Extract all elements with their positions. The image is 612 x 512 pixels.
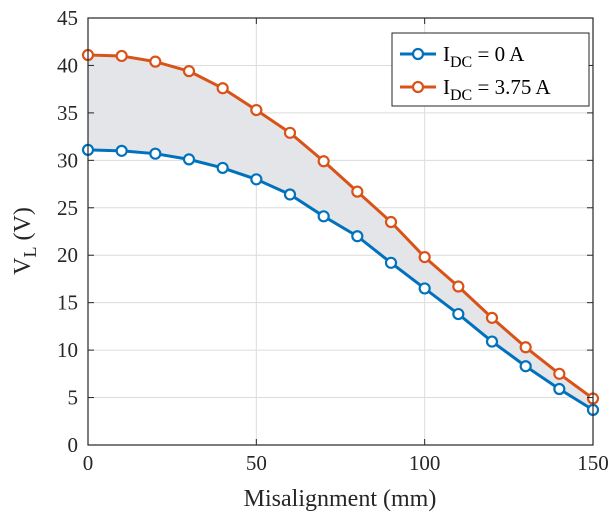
data-point-1-14 <box>553 367 566 380</box>
legend-label-1: IDC = 3.75 A <box>443 75 551 104</box>
data-point-0-9 <box>384 256 398 269</box>
y-tick-label-1: 5 <box>68 386 79 410</box>
legend-entry-1: IDC = 3.75 A <box>400 75 551 104</box>
x-axis-title: Misalignment (mm) <box>244 486 437 512</box>
data-point-1-5 <box>250 103 263 117</box>
data-point-1-10 <box>418 251 431 264</box>
data-point-0-1 <box>115 144 128 157</box>
data-point-0-10 <box>418 282 431 295</box>
y-tick-label-2: 10 <box>57 338 78 362</box>
legend-label-1-rest: = 3.75 A <box>472 75 551 99</box>
y-tick-label-3: 15 <box>57 291 78 315</box>
data-point-1-9 <box>384 215 398 229</box>
x-tick-label-2: 100 <box>409 451 441 475</box>
legend: IDC = 0 A IDC = 3.75 A <box>391 32 590 107</box>
data-point-0-13 <box>519 360 532 373</box>
y-tick-label-5: 25 <box>57 196 78 220</box>
x-tick-label-1: 50 <box>246 451 267 475</box>
series-layer <box>81 48 600 416</box>
legend-entry-0: IDC = 0 A <box>400 42 525 71</box>
data-point-0-6 <box>283 188 297 201</box>
data-point-0-11 <box>452 307 465 321</box>
data-point-1-3 <box>182 65 196 78</box>
data-point-0-3 <box>182 153 196 166</box>
data-point-1-1 <box>115 49 128 63</box>
y-tick-label-9: 45 <box>57 6 78 30</box>
data-point-0-8 <box>351 230 364 243</box>
series-line-1 <box>87 53 594 400</box>
data-point-1-13 <box>519 341 532 354</box>
legend-marker-0 <box>411 47 425 61</box>
data-point-0-5 <box>250 173 263 186</box>
series-line-0 <box>87 148 594 412</box>
y-tick-label-7: 35 <box>57 101 78 125</box>
plot-frame <box>87 17 594 446</box>
axis-ticks: 0 50 100 150 0 5 10 15 20 25 30 35 40 45 <box>57 6 609 475</box>
data-point-1-6 <box>283 126 297 139</box>
legend-label-0-sub: DC <box>450 54 472 71</box>
data-point-0-14 <box>553 382 566 396</box>
y-axis-title-sub: L <box>20 246 40 257</box>
y-axis-title: VL (V) <box>10 207 40 275</box>
data-point-1-2 <box>149 55 162 68</box>
data-point-1-11 <box>452 280 465 293</box>
legend-marker-1 <box>411 80 425 94</box>
series-1 <box>81 48 600 405</box>
y-axis-title-main: V <box>10 257 36 275</box>
series-0 <box>81 143 600 416</box>
data-point-0-7 <box>317 210 330 223</box>
x-tick-label-0: 0 <box>83 451 94 475</box>
x-tick-label-3: 150 <box>577 451 609 475</box>
fill-between-band <box>88 55 593 410</box>
y-tick-label-0: 0 <box>68 433 79 457</box>
data-point-1-8 <box>351 185 364 198</box>
data-point-1-7 <box>317 155 330 168</box>
legend-label-1-sub: DC <box>450 87 472 104</box>
data-point-0-12 <box>485 335 499 348</box>
legend-label-1-main: I <box>443 75 450 99</box>
data-point-0-4 <box>216 161 229 175</box>
legend-label-0-main: I <box>443 42 450 66</box>
y-axis-title-rest: (V) <box>10 207 36 246</box>
data-point-1-4 <box>216 82 229 95</box>
legend-label-0: IDC = 0 A <box>443 42 525 71</box>
data-point-0-2 <box>149 147 162 160</box>
y-tick-label-4: 20 <box>57 243 78 267</box>
legend-label-0-rest: = 0 A <box>472 42 525 66</box>
y-tick-label-6: 30 <box>57 148 78 172</box>
y-tick-label-8: 40 <box>57 53 78 77</box>
data-point-1-12 <box>485 311 499 324</box>
legend-box <box>391 32 590 107</box>
